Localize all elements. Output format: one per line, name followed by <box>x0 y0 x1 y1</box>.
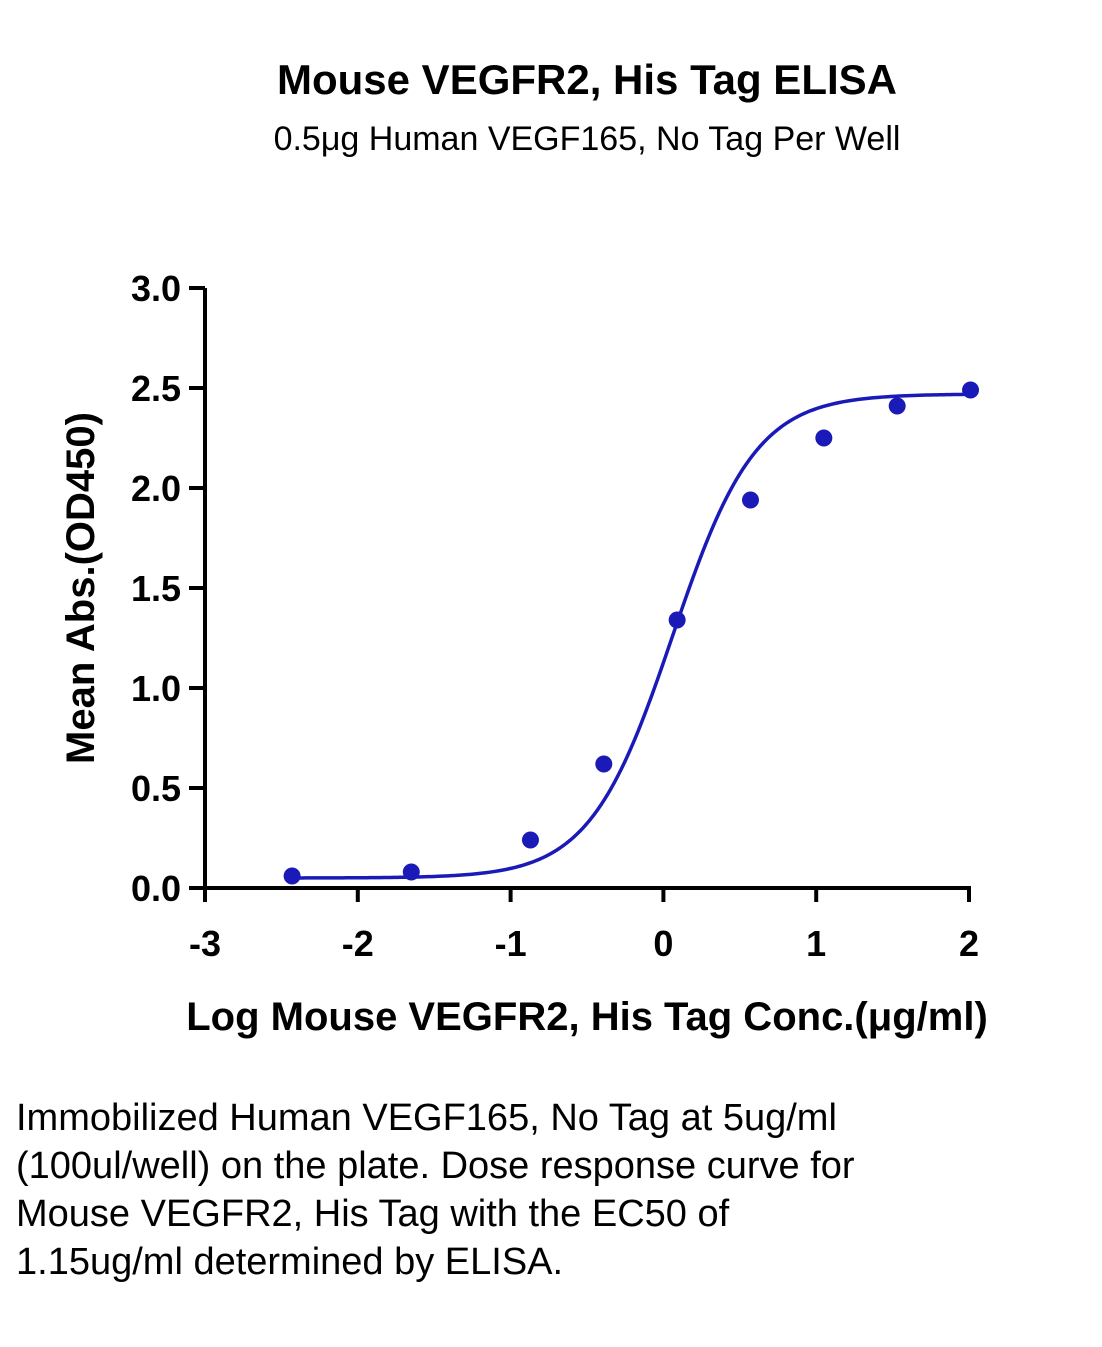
fit-curve <box>290 392 973 880</box>
y-tick-label: 2.5 <box>131 368 181 409</box>
data-point <box>962 381 980 399</box>
chart-title: Mouse VEGFR2, His Tag ELISA <box>277 56 897 103</box>
y-tick-label: 2.0 <box>131 468 181 509</box>
x-tick-label: 1 <box>806 923 826 964</box>
data-point <box>402 863 420 881</box>
y-tick-label: 0.5 <box>131 768 181 809</box>
data-point <box>283 867 301 885</box>
x-tick-label: 2 <box>959 923 979 964</box>
y-axis-label: Mean Abs.(OD450) <box>59 412 103 764</box>
fit-layer <box>290 392 973 880</box>
x-tick-label: -1 <box>495 923 527 964</box>
points-layer <box>283 381 980 885</box>
x-tick-label: -3 <box>189 923 221 964</box>
y-tick-label: 1.5 <box>131 568 181 609</box>
data-point <box>888 397 906 415</box>
data-point <box>521 831 539 849</box>
x-tick-label: 0 <box>653 923 673 964</box>
x-tick-label: -2 <box>342 923 374 964</box>
y-tick-label: 1.0 <box>131 668 181 709</box>
chart: Mouse VEGFR2, His Tag ELISA 0.5μg Human … <box>59 56 988 1039</box>
data-point <box>595 755 613 773</box>
data-point <box>668 611 686 629</box>
y-tick-label: 0.0 <box>131 868 181 909</box>
caption: Immobilized Human VEGF165, No Tag at 5ug… <box>16 1097 855 1283</box>
y-tick-label: 3.0 <box>131 268 181 309</box>
axes: 0.0 0.5 1.0 1.5 2.0 2.5 3.0 -3 -2 -1 0 1 2 <box>131 268 979 964</box>
data-point <box>815 429 833 447</box>
x-axis-label: Log Mouse VEGFR2, His Tag Conc.(μg/ml) <box>186 995 988 1039</box>
data-point <box>741 491 759 509</box>
chart-subtitle: 0.5μg Human VEGF165, No Tag Per Well <box>274 120 901 158</box>
